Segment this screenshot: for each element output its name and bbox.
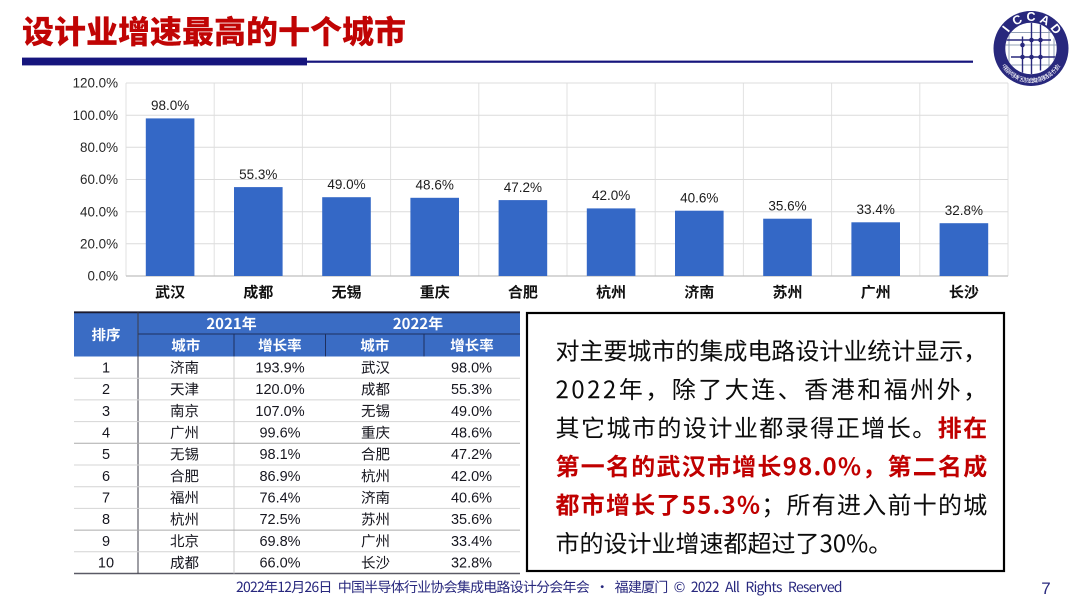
- svg-text:47.2%: 47.2%: [451, 447, 492, 463]
- svg-text:20.0%: 20.0%: [80, 236, 118, 251]
- svg-text:55.3%: 55.3%: [239, 167, 277, 182]
- svg-text:35.6%: 35.6%: [768, 199, 806, 214]
- svg-text:66.0%: 66.0%: [259, 556, 300, 572]
- svg-text:33.4%: 33.4%: [857, 202, 895, 217]
- svg-text:120.0%: 120.0%: [73, 76, 119, 91]
- svg-text:48.6%: 48.6%: [416, 178, 454, 193]
- svg-text:42.0%: 42.0%: [592, 188, 630, 203]
- svg-text:98.1%: 98.1%: [259, 447, 300, 463]
- svg-text:3: 3: [102, 404, 110, 420]
- svg-text:40.6%: 40.6%: [680, 191, 718, 206]
- svg-text:32.8%: 32.8%: [945, 203, 983, 218]
- svg-text:7: 7: [1041, 579, 1050, 598]
- svg-text:60.0%: 60.0%: [80, 172, 118, 187]
- svg-text:76.4%: 76.4%: [259, 491, 300, 507]
- svg-text:48.6%: 48.6%: [451, 425, 492, 441]
- svg-text:4: 4: [102, 425, 110, 441]
- svg-text:69.8%: 69.8%: [259, 534, 300, 550]
- svg-text:99.6%: 99.6%: [259, 425, 300, 441]
- svg-text:120.0%: 120.0%: [255, 382, 304, 398]
- svg-text:2: 2: [102, 382, 110, 398]
- svg-text:C: C: [1026, 10, 1035, 24]
- svg-text:42.0%: 42.0%: [451, 469, 492, 485]
- svg-text:32.8%: 32.8%: [451, 556, 492, 572]
- svg-text:86.9%: 86.9%: [259, 469, 300, 485]
- svg-text:0.0%: 0.0%: [87, 269, 118, 284]
- svg-text:49.0%: 49.0%: [451, 404, 492, 420]
- svg-text:9: 9: [102, 534, 110, 550]
- svg-text:6: 6: [102, 469, 110, 485]
- svg-text:72.5%: 72.5%: [259, 512, 300, 528]
- svg-text:8: 8: [102, 512, 110, 528]
- svg-text:33.4%: 33.4%: [451, 534, 492, 550]
- svg-text:80.0%: 80.0%: [80, 140, 118, 155]
- svg-text:47.2%: 47.2%: [504, 180, 542, 195]
- svg-text:40.0%: 40.0%: [80, 204, 118, 219]
- svg-text:98.0%: 98.0%: [451, 360, 492, 376]
- svg-text:5: 5: [102, 447, 110, 463]
- svg-text:40.6%: 40.6%: [451, 491, 492, 507]
- svg-text:I: I: [1000, 23, 1013, 34]
- svg-text:1: 1: [102, 360, 110, 376]
- svg-text:193.9%: 193.9%: [255, 360, 304, 376]
- svg-text:35.6%: 35.6%: [451, 512, 492, 528]
- svg-text:98.0%: 98.0%: [151, 98, 189, 113]
- svg-text:55.3%: 55.3%: [451, 382, 492, 398]
- svg-text:100.0%: 100.0%: [73, 108, 119, 123]
- svg-text:10: 10: [98, 556, 114, 572]
- svg-text:107.0%: 107.0%: [255, 404, 304, 420]
- svg-text:49.0%: 49.0%: [327, 177, 365, 192]
- svg-text:7: 7: [102, 491, 110, 507]
